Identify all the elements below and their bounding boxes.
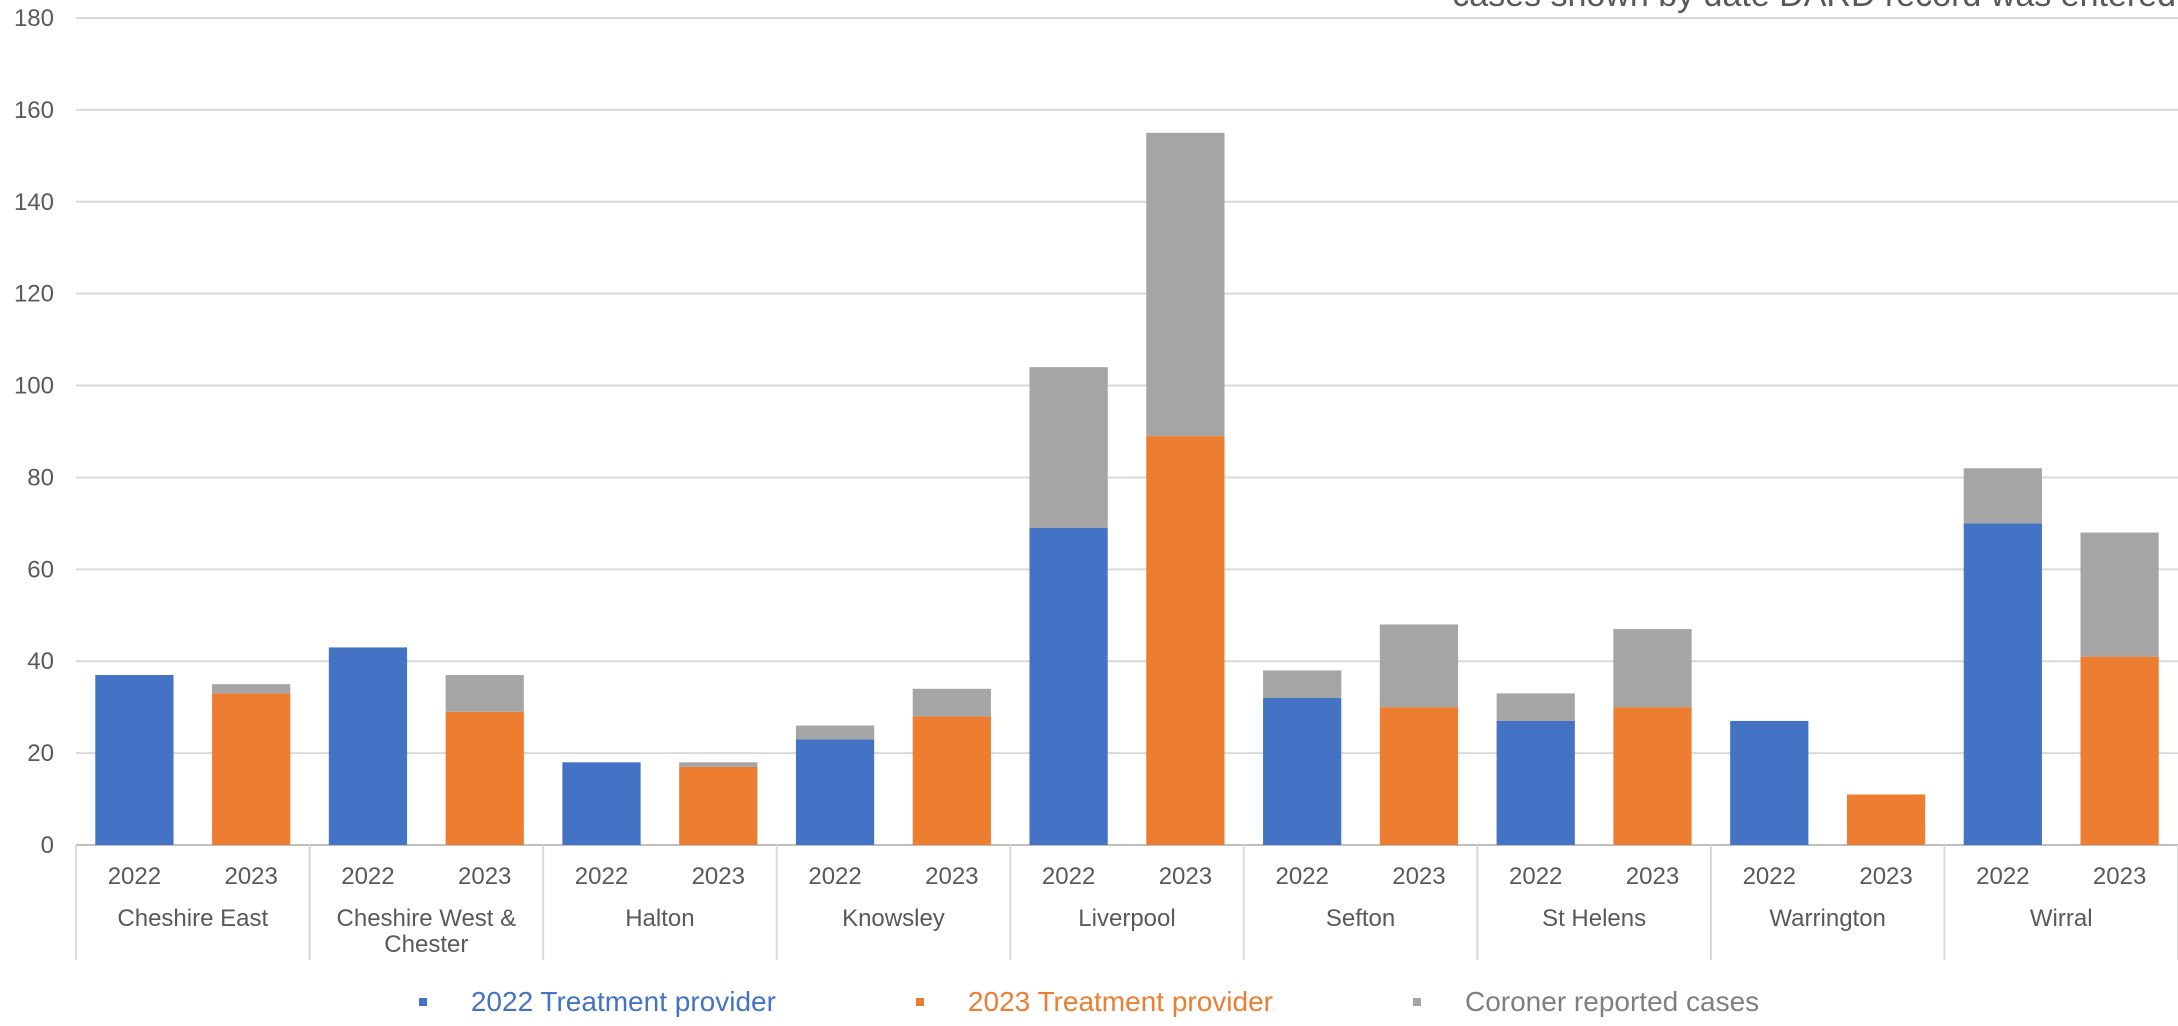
- bar-segment-3: [212, 684, 291, 694]
- legend: 2022 Treatment provider 2023 Treatment pr…: [0, 986, 2178, 1018]
- bar-segment-3: [912, 688, 991, 717]
- year-tick-label: 2022: [1743, 863, 1796, 890]
- year-tick-label: 2022: [1976, 863, 2029, 890]
- bar-segment-3: [1146, 132, 1225, 437]
- bar-segment-1: [795, 739, 875, 845]
- bar-segment-3: [1613, 629, 1692, 708]
- bar-segment-2: [679, 766, 758, 845]
- year-tick-label: 2023: [1626, 863, 1679, 890]
- bar-segment-3: [795, 725, 875, 740]
- year-tick-label: 2022: [341, 863, 394, 890]
- year-tick-label: 2023: [458, 863, 511, 890]
- bar-segment-3: [1263, 670, 1342, 698]
- y-tick-label: 140: [14, 189, 54, 216]
- legend-swatch: [915, 998, 924, 1006]
- bar-segment-1: [562, 762, 641, 845]
- legend-item-1: 2022 Treatment provider: [418, 986, 776, 1018]
- year-tick-label: 2022: [1509, 863, 1562, 890]
- x-axis: 2022 2023 Cheshire East 2022 2023 Cheshire We…: [75, 845, 2178, 960]
- year-tick-label: 2022: [1042, 863, 1095, 890]
- legend-item-3: Coroner reported cases: [1412, 986, 1760, 1018]
- bar-segment-2: [445, 711, 524, 845]
- y-tick-label: 60: [27, 556, 54, 583]
- y-tick-label: 80: [27, 464, 54, 491]
- group-label: Warrington: [1769, 905, 1885, 932]
- legend-swatch: [418, 998, 427, 1006]
- bar-segment-2: [1146, 436, 1225, 845]
- legend-label: 2023 Treatment provider: [967, 986, 1273, 1017]
- bar-segment-2: [2080, 656, 2159, 845]
- bar-segment-2: [1613, 707, 1692, 845]
- group-label: Wirral: [2030, 905, 2093, 932]
- y-tick-label: 40: [27, 648, 54, 675]
- bar-segment-3: [679, 762, 758, 767]
- chart-title: cases shown by date DARD record was ente…: [1452, 0, 2176, 14]
- bar-segment-1: [1730, 720, 1809, 845]
- group-label: Halton: [625, 905, 694, 932]
- bar-segment-2: [1379, 707, 1459, 845]
- y-tick-label: 20: [27, 740, 54, 767]
- year-tick-label: 2023: [692, 863, 745, 890]
- bar-segment-1: [1496, 720, 1575, 845]
- legend-item-2: 2023 Treatment provider: [915, 986, 1273, 1018]
- y-tick-label: 100: [14, 373, 54, 400]
- bar-segment-3: [1029, 367, 1108, 528]
- bar-segment-2: [212, 693, 291, 845]
- year-tick-label: 2023: [224, 863, 277, 890]
- year-tick-label: 2022: [575, 863, 628, 890]
- bar-segment-1: [1263, 697, 1342, 845]
- bar-segment-3: [1379, 624, 1459, 708]
- bar-segment-1: [1963, 523, 2042, 845]
- year-tick-label: 2022: [808, 863, 861, 890]
- bar-segment-1: [95, 675, 174, 845]
- year-tick-label: 2023: [1392, 863, 1445, 890]
- group-label: St Helens: [1542, 905, 1646, 932]
- bars: [95, 132, 2159, 845]
- bar-segment-3: [1496, 693, 1575, 721]
- group-label: Liverpool: [1078, 905, 1175, 932]
- group-label: Knowsley: [842, 905, 945, 932]
- year-tick-label: 2023: [1859, 863, 1912, 890]
- y-tick-label: 160: [14, 97, 54, 124]
- group-label: Cheshire West & Chester: [337, 905, 517, 958]
- year-tick-label: 2023: [925, 863, 978, 890]
- gridlines: [76, 17, 2178, 846]
- group-label: Sefton: [1326, 905, 1395, 932]
- legend-swatch: [1412, 998, 1421, 1006]
- bar-segment-1: [328, 647, 408, 845]
- legend-label: Coroner reported cases: [1464, 986, 1760, 1017]
- bar-segment-3: [1963, 468, 2042, 524]
- year-tick-label: 2023: [1159, 863, 1212, 890]
- bar-segment-3: [2080, 532, 2159, 657]
- y-tick-label: 0: [41, 832, 54, 859]
- year-tick-label: 2023: [2093, 863, 2146, 890]
- group-label: Cheshire East: [117, 905, 268, 932]
- legend-label: 2022 Treatment provider: [470, 986, 776, 1017]
- year-tick-label: 2022: [1275, 863, 1328, 890]
- y-axis-ticks: 0 20 40 60 80 100 120 140 160 180: [14, 5, 54, 859]
- year-tick-label: 2022: [108, 863, 161, 890]
- bar-segment-2: [1846, 794, 1926, 845]
- y-tick-label: 180: [14, 5, 54, 32]
- bar-segment-3: [445, 675, 524, 712]
- y-tick-label: 120: [14, 281, 54, 308]
- bar-segment-2: [912, 716, 991, 845]
- bar-segment-1: [1029, 527, 1108, 845]
